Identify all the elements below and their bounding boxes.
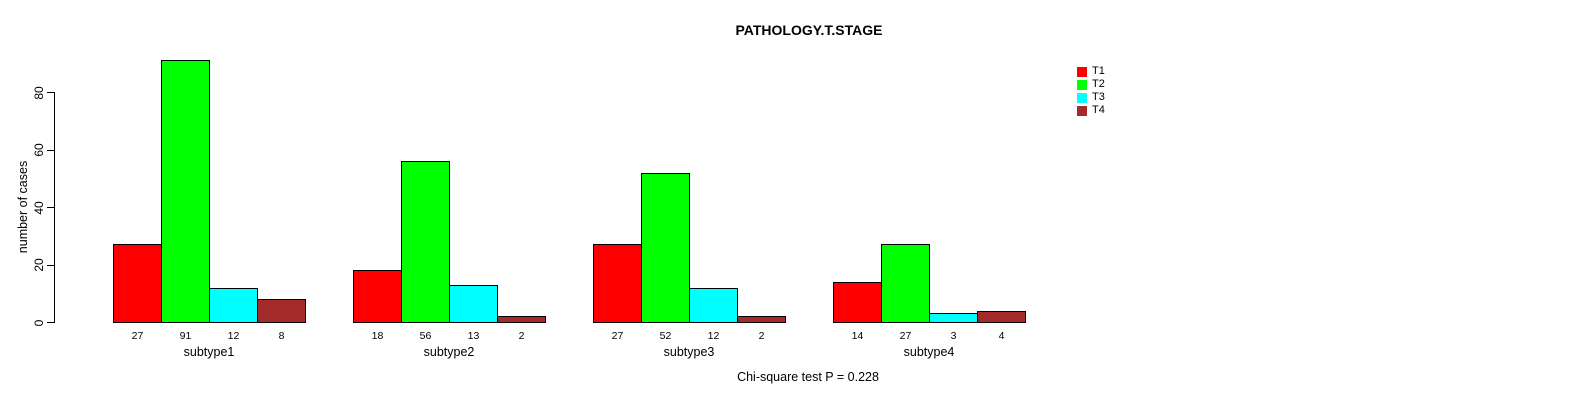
bar-value-label: 18 (371, 330, 384, 342)
bar-value-label: 4 (998, 330, 1005, 342)
bar-t4-subtype4 (977, 310, 1026, 323)
legend-item-t4: T4 (1077, 104, 1105, 117)
y-axis-tick-label: 60 (32, 143, 46, 157)
legend-item-t2: T2 (1077, 78, 1105, 91)
bar-value-label: 27 (611, 330, 624, 342)
chi-square-annotation: Chi-square test P = 0.228 (737, 370, 879, 384)
bar-value-label: 27 (899, 330, 912, 342)
y-axis-tick (47, 264, 54, 266)
y-axis-tick-label: 0 (32, 319, 46, 326)
bar-value-label: 52 (659, 330, 672, 342)
y-axis-tick-label: 20 (32, 258, 46, 272)
y-axis-line (54, 92, 55, 323)
legend-label: T4 (1092, 104, 1105, 116)
legend-swatch-t3 (1077, 92, 1087, 103)
legend-swatch-t4 (1077, 105, 1087, 116)
y-axis-tick (47, 149, 54, 151)
y-axis-tick-label: 40 (32, 200, 46, 215)
bar-t3-subtype3 (689, 287, 738, 323)
bar-value-label: 13 (467, 330, 480, 342)
bar-value-label: 91 (179, 330, 192, 342)
legend-item-t1: T1 (1077, 65, 1105, 78)
y-axis-tick (47, 92, 54, 93)
category-label: subtype4 (903, 345, 955, 359)
legend-label: T2 (1092, 78, 1105, 90)
bar-value-label: 56 (419, 330, 432, 342)
bar-t4-subtype3 (737, 316, 786, 323)
bar-t2-subtype4 (881, 244, 930, 323)
bar-t3-subtype4 (929, 313, 978, 323)
category-label: subtype3 (663, 345, 715, 359)
legend-label: T1 (1092, 65, 1105, 77)
legend-swatch-t1 (1077, 66, 1087, 77)
y-axis-tick-label: 80 (32, 85, 46, 100)
bar-t4-subtype1 (257, 299, 306, 323)
bar-value-label: 2 (518, 330, 525, 342)
chart-title: PATHOLOGY.T.STAGE (735, 22, 883, 38)
bar-value-label: 3 (950, 330, 957, 342)
bar-t2-subtype2 (401, 161, 450, 323)
y-axis-tick (47, 322, 54, 323)
bar-value-label: 27 (131, 330, 144, 342)
bar-t3-subtype1 (209, 287, 258, 323)
bar-t1-subtype2 (353, 270, 402, 323)
bar-value-label: 8 (278, 330, 285, 342)
y-axis-tick (47, 207, 54, 208)
bar-value-label: 2 (758, 330, 765, 342)
legend-item-t3: T3 (1077, 91, 1105, 104)
category-label: subtype1 (183, 345, 235, 359)
bar-t2-subtype3 (641, 172, 690, 323)
bar-t1-subtype4 (833, 281, 882, 323)
bar-t3-subtype2 (449, 284, 498, 323)
bar-value-label: 14 (851, 330, 864, 342)
legend-label: T3 (1092, 91, 1105, 103)
bar-t4-subtype2 (497, 316, 546, 323)
bar-t1-subtype1 (113, 244, 162, 323)
category-label: subtype2 (423, 345, 475, 359)
bar-value-label: 12 (707, 330, 720, 342)
legend: T1 T2 T3 T4 (1077, 65, 1105, 117)
bar-t2-subtype1 (161, 60, 210, 323)
bar-value-label: 12 (227, 330, 240, 342)
legend-swatch-t2 (1077, 79, 1087, 90)
bar-t1-subtype3 (593, 244, 642, 323)
